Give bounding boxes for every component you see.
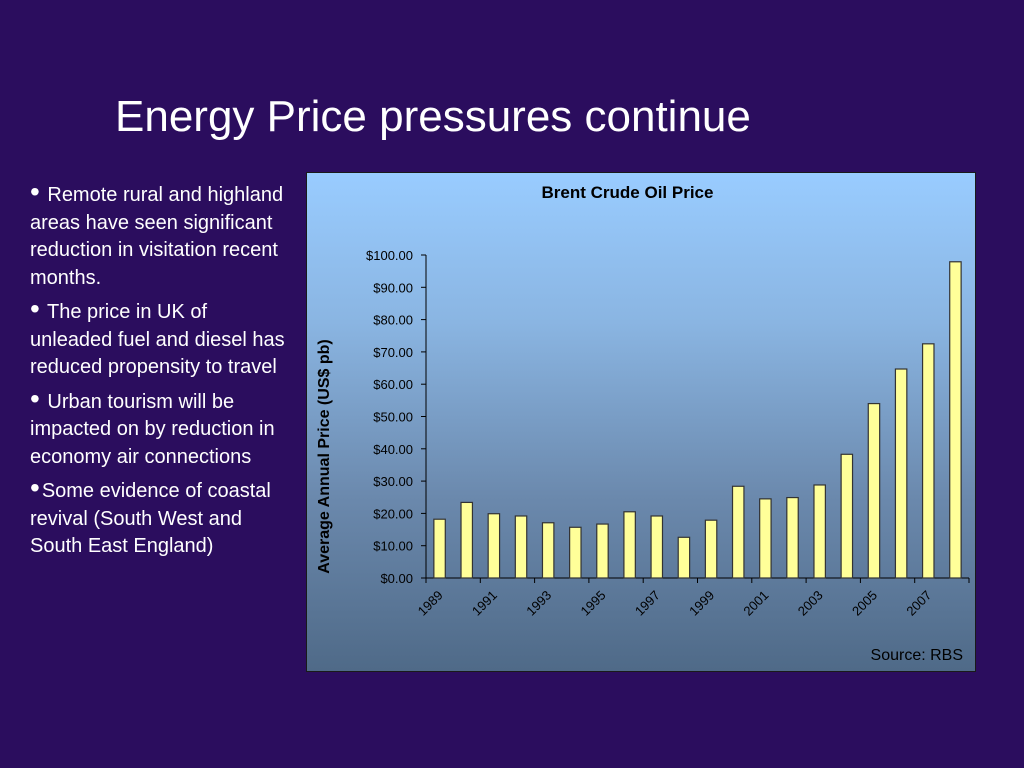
- bar: [840, 453, 854, 579]
- bar: [867, 402, 881, 579]
- bar: [704, 519, 718, 579]
- bar: [433, 518, 446, 579]
- bullet-text: Remote rural and highland areas have see…: [30, 184, 284, 289]
- bar: [731, 485, 745, 579]
- bar: [460, 501, 474, 579]
- bar: [623, 511, 636, 579]
- bullet-marker: •: [30, 472, 40, 503]
- y-tick-label: $100.00: [366, 248, 413, 263]
- bar: [677, 536, 691, 579]
- y-tick-label: $30.00: [373, 474, 413, 489]
- x-tick-label: 2005: [849, 588, 880, 619]
- y-tick-label: $40.00: [373, 442, 413, 457]
- slide-title: Energy Price pressures continue: [115, 92, 751, 141]
- bar: [541, 522, 555, 579]
- bar: [514, 515, 528, 579]
- bullet-text: Urban tourism will be impacted on by red…: [30, 390, 275, 468]
- y-axis-label: Average Annual Price (US$ pb): [316, 339, 333, 573]
- bar: [949, 261, 962, 579]
- bullet-text: The price in UK of unleaded fuel and die…: [30, 301, 285, 378]
- bar: [650, 515, 664, 579]
- y-tick-label: $70.00: [373, 345, 413, 360]
- bullet-list: • Remote rural and highland areas have s…: [30, 178, 292, 568]
- bar: [759, 498, 772, 579]
- y-tick-label: $80.00: [373, 313, 413, 328]
- x-tick-label: 1999: [686, 588, 717, 619]
- bullet-marker: •: [30, 293, 40, 324]
- bullet-marker: •: [30, 382, 40, 414]
- x-tick-label: 1997: [632, 588, 663, 619]
- y-tick-label: $90.00: [373, 280, 413, 295]
- bullet-marker: •: [30, 176, 40, 207]
- chart-title: Brent Crude Oil Price: [542, 183, 714, 202]
- bar: [596, 523, 609, 579]
- bar: [786, 496, 799, 579]
- x-tick-label: 1993: [523, 588, 554, 619]
- bar: [894, 368, 908, 579]
- x-tick-label: 1989: [415, 588, 446, 619]
- bar-chart: Brent Crude Oil Price Average Annual Pric…: [316, 183, 970, 619]
- y-tick-label: $20.00: [373, 506, 413, 521]
- x-tick-label: 2001: [740, 588, 771, 619]
- x-tick-label: 1995: [578, 588, 609, 619]
- bullet-item: • Urban tourism will be impacted on by r…: [30, 384, 292, 472]
- bar: [569, 526, 582, 579]
- y-tick-label: $60.00: [373, 377, 413, 392]
- x-tick-label: 2003: [795, 588, 826, 619]
- bar: [487, 513, 501, 579]
- source-note: Source: RBS: [870, 647, 963, 664]
- bar: [813, 484, 826, 579]
- bullet-item: • Remote rural and highland areas have s…: [30, 178, 292, 292]
- chart-panel: Brent Crude Oil Price Average Annual Pric…: [306, 172, 976, 672]
- x-tick-label: 2007: [903, 588, 934, 619]
- y-tick-label: $50.00: [373, 410, 413, 425]
- bar: [921, 343, 935, 579]
- bullet-item: • Some evidence of coastal revival (South…: [30, 474, 292, 561]
- x-tick-label: 1991: [469, 588, 500, 619]
- bullet-item: • The price in UK of unleaded fuel and d…: [30, 295, 292, 382]
- y-tick-label: $0.00: [380, 571, 413, 586]
- y-tick-label: $10.00: [373, 539, 413, 554]
- bullet-text: Some evidence of coastal revival (South …: [30, 480, 271, 557]
